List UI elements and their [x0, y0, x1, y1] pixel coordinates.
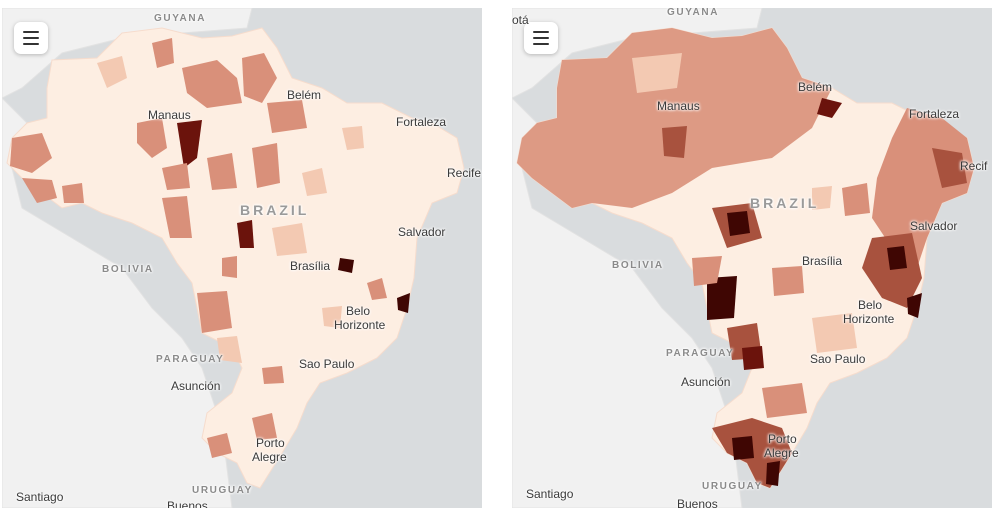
municipality-shading: [10, 38, 410, 458]
hamburger-menu-icon-line: [23, 43, 39, 45]
country-label-guyana: GUYANA: [667, 8, 720, 18]
city-label-recife: Recife: [447, 166, 482, 180]
hamburger-menu-icon-line: [23, 37, 39, 39]
country-label-brazil: BRAZIL: [750, 195, 820, 211]
country-label-brazil: BRAZIL: [240, 202, 310, 218]
country-label-bolivia: BOLIVIA: [102, 264, 154, 275]
country-label-paraguay: PARAGUAY: [666, 348, 735, 359]
city-label-recife: Recif: [960, 159, 988, 173]
city-label-belem: Belém: [798, 80, 833, 94]
hamburger-menu-icon-line: [23, 31, 39, 33]
city-label-alegre: Alegre: [764, 446, 799, 460]
country-label-bolivia: BOLIVIA: [612, 260, 664, 271]
city-label-belem: Belém: [287, 88, 322, 102]
city-label-asuncion: Asunción: [681, 375, 731, 389]
country-label-uruguay: URUGUAY: [702, 481, 763, 492]
country-label-uruguay: URUGUAY: [192, 485, 253, 496]
city-label-alegre: Alegre: [252, 450, 287, 464]
country-label-guyana: GUYANA: [154, 13, 207, 24]
city-label-horizonte: Horizonte: [843, 312, 895, 326]
city-label-belo: Belo: [346, 304, 371, 318]
city-label-fortaleza: Fortaleza: [396, 115, 447, 129]
map-canvas[interactable]: [512, 8, 992, 508]
map-canvas[interactable]: [2, 8, 482, 508]
city-label-sao-paulo: Sao Paulo: [299, 357, 355, 371]
city-label-porto: Porto: [768, 432, 797, 446]
city-label-brasilia: Brasília: [802, 254, 843, 268]
city-label-sao-paulo: Sao Paulo: [810, 352, 866, 366]
city-label-manaus: Manaus: [657, 99, 700, 113]
city-label-horizonte: Horizonte: [334, 318, 386, 332]
city-label-porto: Porto: [256, 436, 285, 450]
country-label-paraguay: PARAGUAY: [156, 354, 225, 365]
city-label-santiago: Santiago: [16, 490, 64, 504]
city-label-salvador: Salvador: [398, 225, 446, 239]
municipality-shading: [517, 28, 974, 488]
choropleth-map-left[interactable]: GUYANA Manaus Belém Fortaleza Recife BRA…: [2, 8, 482, 508]
city-label-fortaleza: Fortaleza: [909, 107, 960, 121]
hamburger-menu-icon-line: [533, 37, 549, 39]
city-label-santiago: Santiago: [526, 487, 574, 501]
hamburger-menu-icon-line: [533, 43, 549, 45]
hamburger-menu-icon-line: [533, 31, 549, 33]
city-label-salvador: Salvador: [910, 219, 958, 233]
city-label-buenos-aires: Buenos: [167, 499, 208, 508]
choropleth-map-right[interactable]: otá GUYANA Manaus Belém Fortaleza Recif …: [512, 8, 992, 508]
menu-button[interactable]: [14, 22, 48, 54]
city-label-buenos-aires: Buenos: [677, 497, 718, 508]
city-label-belo: Belo: [858, 298, 883, 312]
city-label-bogota: otá: [512, 13, 529, 27]
menu-button[interactable]: [524, 22, 558, 54]
city-label-brasilia: Brasília: [290, 259, 331, 273]
city-label-asuncion: Asunción: [171, 379, 221, 393]
city-label-manaus: Manaus: [148, 108, 191, 122]
